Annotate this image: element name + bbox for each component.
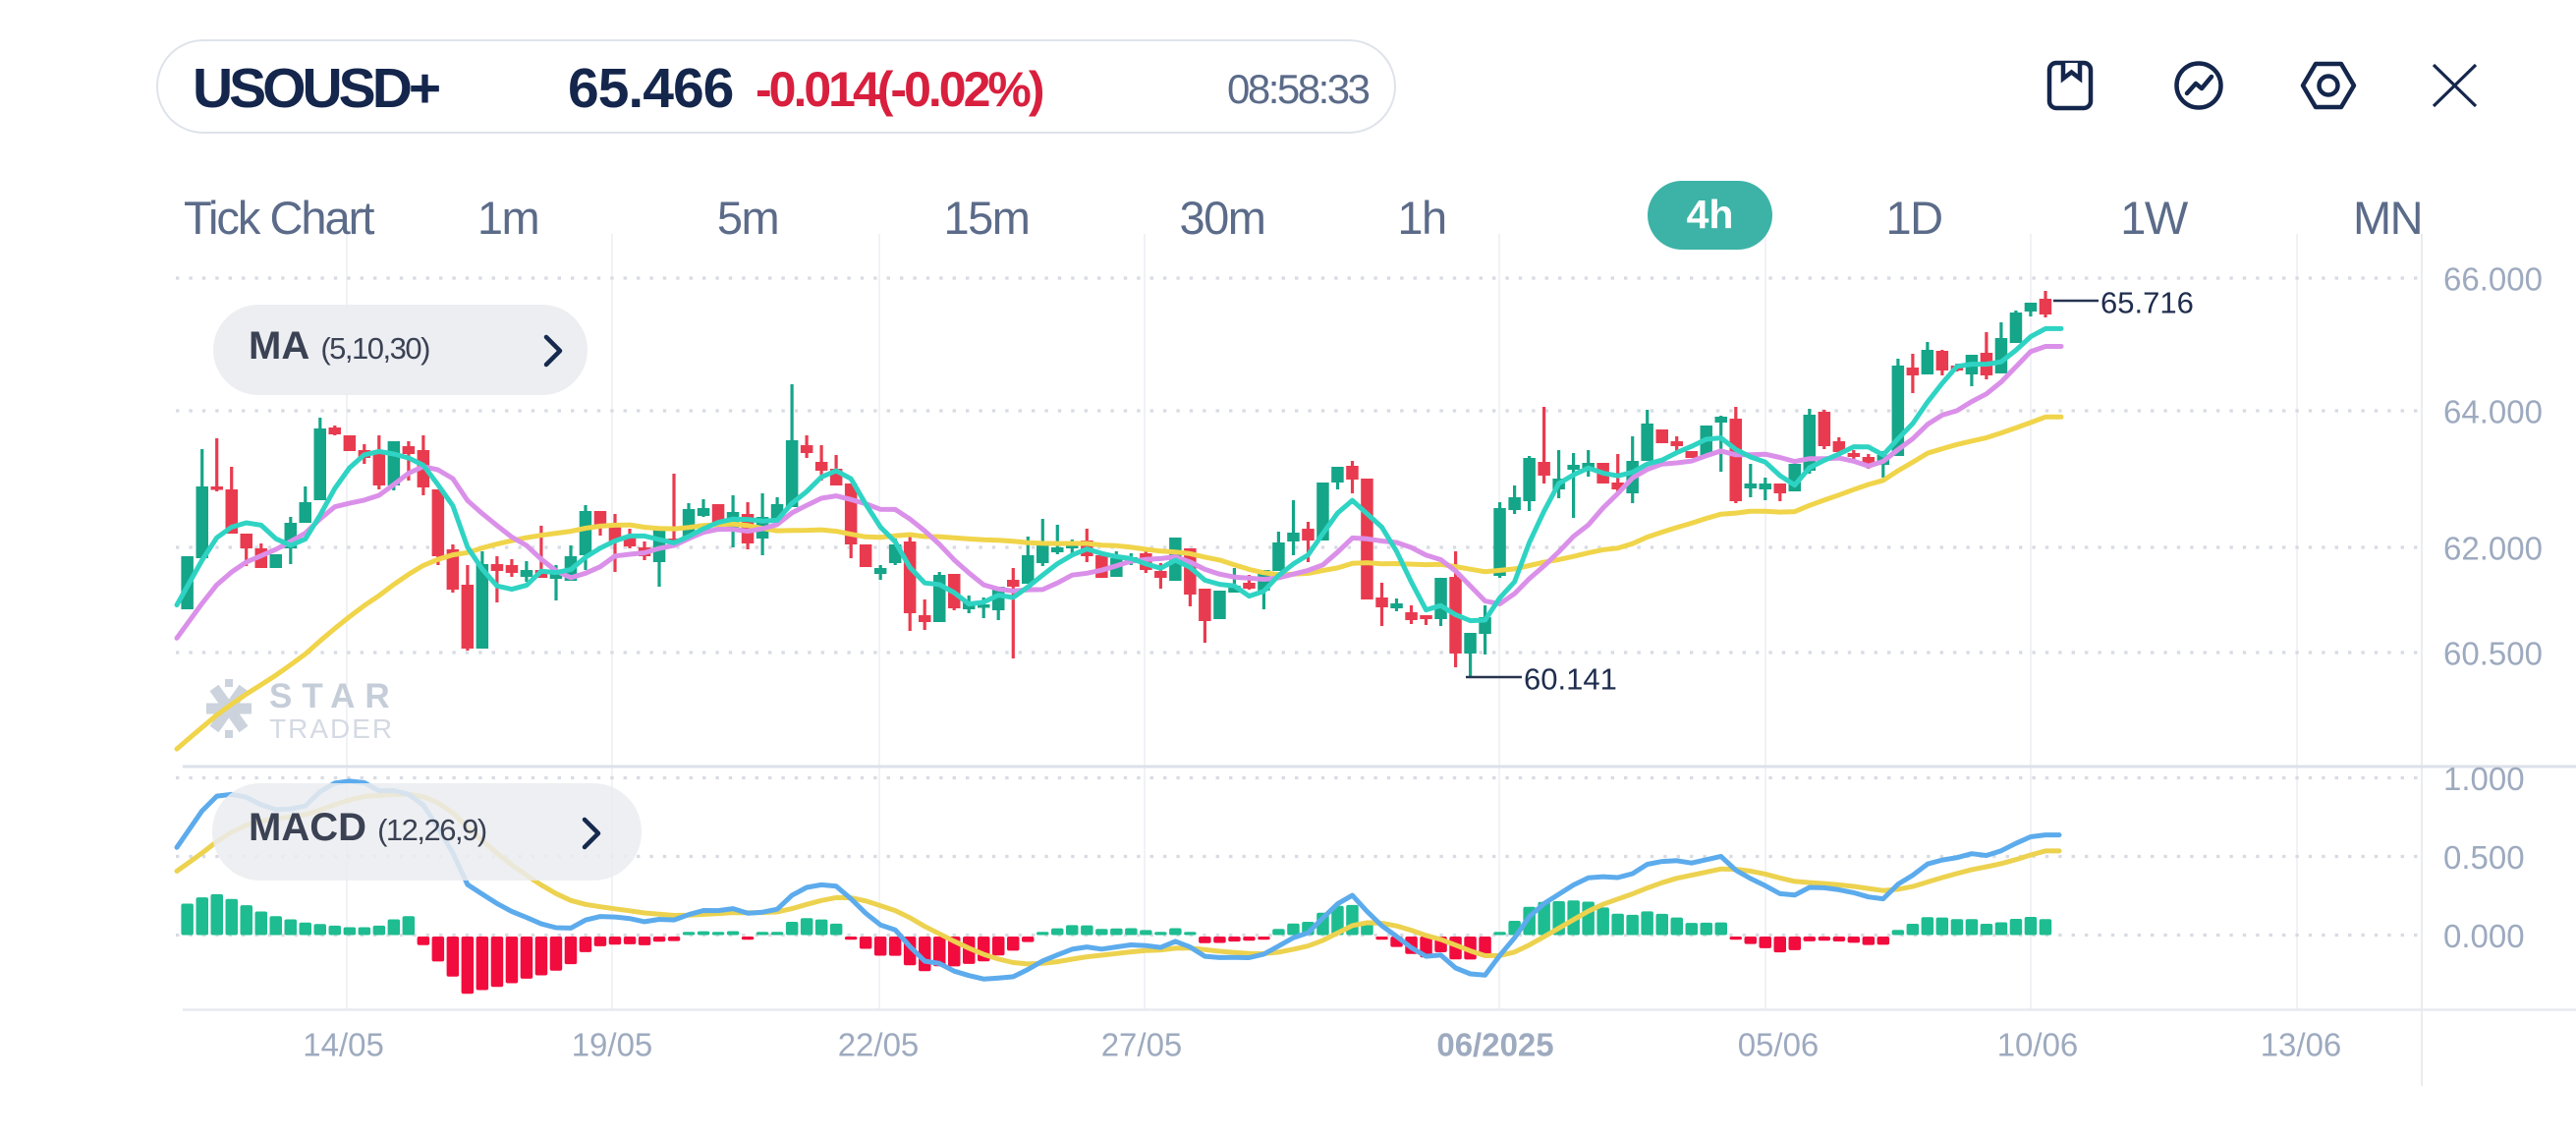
svg-text:05/06: 05/06 [1738, 1027, 1820, 1063]
svg-text:19/05: 19/05 [572, 1027, 653, 1063]
svg-text:1.000: 1.000 [2443, 761, 2525, 797]
svg-text:0.500: 0.500 [2443, 839, 2525, 876]
svg-text:60.500: 60.500 [2443, 636, 2543, 672]
svg-text:66.000: 66.000 [2443, 261, 2543, 298]
svg-text:62.000: 62.000 [2443, 531, 2543, 567]
svg-text:10/06: 10/06 [1997, 1027, 2079, 1063]
svg-text:STAR: STAR [269, 677, 400, 715]
svg-text:06/2025: 06/2025 [1436, 1027, 1553, 1063]
svg-text:22/05: 22/05 [838, 1027, 920, 1063]
svg-text:14/05: 14/05 [303, 1027, 384, 1063]
svg-text:0.000: 0.000 [2443, 918, 2525, 954]
svg-text:64.000: 64.000 [2443, 394, 2543, 430]
svg-text:65.716: 65.716 [2100, 286, 2194, 320]
svg-text:13/06: 13/06 [2261, 1027, 2342, 1063]
svg-text:60.141: 60.141 [1524, 662, 1617, 697]
svg-text:27/05: 27/05 [1101, 1027, 1183, 1063]
svg-text:TRADER: TRADER [269, 713, 394, 744]
